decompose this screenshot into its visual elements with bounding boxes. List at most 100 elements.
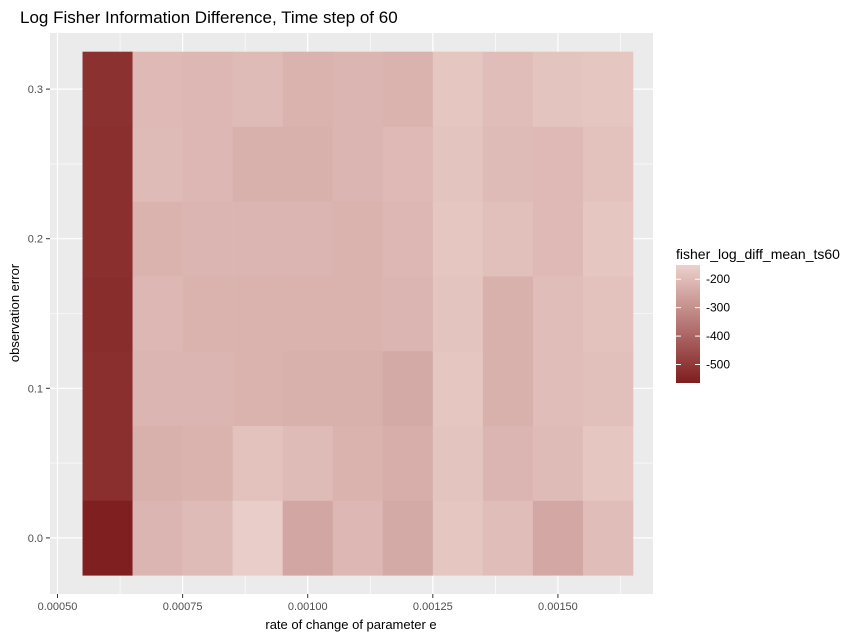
heatmap-tile <box>532 425 584 501</box>
heatmap-tile <box>432 51 484 127</box>
heatmap-tile <box>282 500 334 576</box>
heatmap-tile <box>282 126 334 202</box>
heatmap-tile <box>532 126 584 202</box>
heatmap-tile <box>82 276 133 352</box>
heatmap-tile <box>182 201 233 277</box>
heatmap-tile <box>382 201 434 277</box>
heatmap-tile <box>482 276 534 352</box>
heatmap-tile <box>382 276 434 352</box>
heatmap-tile <box>182 126 233 202</box>
heatmap-tile <box>132 201 183 277</box>
heatmap-tile <box>382 500 434 576</box>
heatmap-tile <box>232 276 283 352</box>
heatmap-tile <box>582 350 634 426</box>
heatmap-tile <box>82 201 133 277</box>
heatmap-tile <box>482 201 534 277</box>
heatmap-tile <box>282 425 334 501</box>
heatmap-tile <box>582 126 634 202</box>
heatmap-tile <box>332 500 384 576</box>
heatmap-tile <box>232 350 283 426</box>
heatmap-tile <box>432 126 484 202</box>
y-tick-label: 0.0 <box>28 533 43 545</box>
heatmap-tile <box>332 201 384 277</box>
legend-colorbar <box>676 265 700 383</box>
heatmap-tile <box>482 425 534 501</box>
heatmap-tile <box>82 51 133 127</box>
heatmap-tile <box>532 276 584 352</box>
heatmap-tile <box>582 500 634 576</box>
heatmap-tile <box>182 276 233 352</box>
heatmap-tile <box>132 276 183 352</box>
heatmap-tile <box>582 201 634 277</box>
y-axis-title: observation error <box>7 263 22 362</box>
heatmap-tile <box>432 500 484 576</box>
x-axis-title: rate of change of parameter e <box>265 617 436 632</box>
heatmap-tile <box>232 51 283 127</box>
legend-tick-label: -500 <box>706 358 730 372</box>
heatmap-tile <box>382 126 434 202</box>
heatmap-tile <box>182 51 233 127</box>
x-tick-label: 0.00075 <box>163 601 203 613</box>
heatmap-tile <box>282 51 334 127</box>
heatmap-tile <box>382 350 434 426</box>
heatmap-tile <box>582 51 634 127</box>
heatmap-tile <box>132 350 183 426</box>
heatmap-tile <box>482 51 534 127</box>
heatmap-tile <box>532 350 584 426</box>
y-axis: 0.0 0.1 0.2 0.3 <box>28 84 50 545</box>
heatmap-tile <box>532 500 584 576</box>
heatmap-tile <box>482 126 534 202</box>
heatmap-tile <box>132 500 183 576</box>
heatmap-tile <box>332 126 384 202</box>
y-tick-label: 0.3 <box>28 84 43 96</box>
heatmap-tile <box>432 425 484 501</box>
heatmap-tile <box>232 500 283 576</box>
heatmap-tile <box>82 126 133 202</box>
heatmap-tile <box>132 425 183 501</box>
y-tick-label: 0.2 <box>28 234 43 246</box>
x-axis: 0.00050 0.00075 0.00100 0.00125 0.00150 <box>38 594 578 613</box>
heatmap-tile <box>582 425 634 501</box>
legend-tick-label: -200 <box>706 272 730 286</box>
heatmap-tile <box>332 276 384 352</box>
heatmap-tiles <box>82 51 634 576</box>
heatmap-tile <box>132 51 183 127</box>
heatmap-tile <box>282 276 334 352</box>
heatmap-tile <box>182 350 233 426</box>
chart-title: Log Fisher Information Difference, Time … <box>20 8 398 27</box>
heatmap-tile <box>482 500 534 576</box>
heatmap-tile <box>232 126 283 202</box>
x-tick-label: 0.00150 <box>538 601 578 613</box>
legend-title: fisher_log_diff_mean_ts60 <box>676 246 840 262</box>
legend-tick-label: -300 <box>706 301 730 315</box>
heatmap-tile <box>382 425 434 501</box>
x-tick-label: 0.00125 <box>413 601 453 613</box>
heatmap-tile <box>82 350 133 426</box>
heatmap-tile <box>482 350 534 426</box>
heatmap-tile <box>132 126 183 202</box>
heatmap-tile <box>182 500 233 576</box>
heatmap-tile <box>582 276 634 352</box>
heatmap-tile <box>282 201 334 277</box>
heatmap-tile <box>332 425 384 501</box>
heatmap-tile <box>282 350 334 426</box>
heatmap-tile <box>182 425 233 501</box>
heatmap-tile <box>82 500 133 576</box>
x-tick-label: 0.00100 <box>288 601 328 613</box>
heatmap-tile <box>432 276 484 352</box>
heatmap-tile <box>432 201 484 277</box>
heatmap-tile <box>232 201 283 277</box>
heatmap-tile <box>232 425 283 501</box>
y-tick-label: 0.1 <box>28 383 43 395</box>
heatmap-tile <box>382 51 434 127</box>
heatmap-tile <box>332 350 384 426</box>
heatmap-tile <box>532 201 584 277</box>
heatmap-tile <box>532 51 584 127</box>
heatmap-tile <box>82 425 133 501</box>
heatmap-tile <box>432 350 484 426</box>
legend-tick-label: -400 <box>706 329 730 343</box>
legend-ticks: -200 -300 -400 -500 <box>676 272 730 372</box>
heatmap-tile <box>332 51 384 127</box>
x-tick-label: 0.00050 <box>38 601 78 613</box>
